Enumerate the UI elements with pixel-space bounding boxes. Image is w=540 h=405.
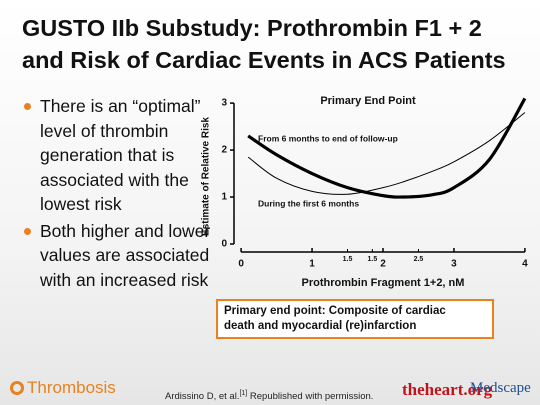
series-line <box>247 97 527 199</box>
series-label: During the first 6 months <box>258 198 359 208</box>
citation: Ardissino D, et al.[1] Republished with … <box>165 390 373 402</box>
y-tick-label: 0 <box>221 239 227 250</box>
citation-text: Ardissino D, et al. <box>165 391 240 403</box>
x-tick-label: 2 <box>380 259 386 270</box>
logo-text: Thrombosis <box>27 378 116 397</box>
x-axis-label: Prothrombin Fragment 1+2, nM <box>302 277 465 289</box>
citation-ref: [1] <box>239 390 248 397</box>
title-line: and Risk of Cardiac Events in ACS Patien… <box>22 47 506 73</box>
y-axis-label: Estimate of Relative Risk <box>201 117 212 236</box>
y-tick-label: 2 <box>221 145 227 156</box>
heart-logo: theheart.org <box>402 380 493 399</box>
slide-title: GUSTO IIb Substudy: Prothrombin F1 + 2 a… <box>22 12 532 76</box>
note-box: Primary end point: Composite of cardiac … <box>216 299 494 339</box>
title-line: GUSTO IIb Substudy: Prothrombin F1 + 2 <box>22 15 482 41</box>
y-tick-label: 3 <box>221 98 227 109</box>
series-label: From 6 months to end of follow-up <box>258 133 398 143</box>
series-line <box>247 112 526 195</box>
x-tick-label: 3 <box>451 259 457 270</box>
citation-tail: Republished with permission. <box>247 391 374 403</box>
chart: Primary End Point Estimate of Relative Ri… <box>201 95 528 289</box>
note-line: Primary end point: Composite of cardiac <box>224 305 446 317</box>
logo: Thrombosis <box>10 378 116 398</box>
x-tick-label: 1 <box>309 259 315 270</box>
minor-x-tick-label: 1.5 <box>367 256 377 263</box>
x-tick-label: 0 <box>238 259 244 270</box>
chart-title: Primary End Point <box>320 95 416 107</box>
note-line: death and myocardial (re)infarction <box>224 320 417 332</box>
y-tick-label: 1 <box>221 192 227 203</box>
minor-x-tick-label: 1.5 <box>343 256 353 263</box>
bullet-list: There is an “optimal” level of thrombin … <box>22 94 227 294</box>
minor-x-tick-label: 2.5 <box>414 256 424 263</box>
bullet: Both higher and lower values are associa… <box>22 219 227 293</box>
x-tick-label: 4 <box>522 259 528 270</box>
bullet: There is an “optimal” level of thrombin … <box>22 94 227 217</box>
medscape-logo: Medscape <box>470 380 531 396</box>
